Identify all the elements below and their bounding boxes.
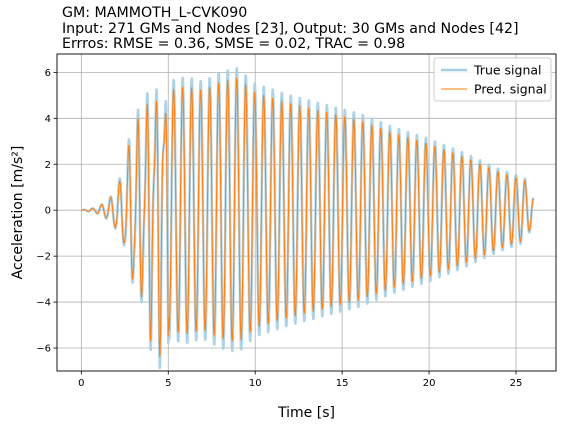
y-tick-label: 0 [45, 206, 51, 217]
chart-title: GM: MAMMOTH_L-CVK090 Input: 271 GMs and … [62, 5, 562, 53]
x-tick-label: 5 [165, 378, 171, 389]
series-pred-signal [81, 77, 534, 358]
x-tick-label: 25 [510, 378, 523, 389]
x-tick-label: 15 [336, 378, 349, 389]
title-line-gm: GM: MAMMOTH_L-CVK090 [62, 5, 248, 21]
y-tick-label: −2 [36, 252, 51, 263]
y-axis-label: Acceleration [m/s²] [10, 146, 26, 280]
legend: True signal Pred. signal [433, 57, 552, 102]
y-tick-label: −4 [36, 298, 51, 309]
y-tick-label: 6 [45, 68, 51, 79]
y-tick-label: 2 [45, 160, 51, 171]
x-tick-label: 20 [423, 378, 436, 389]
x-tick-label: 10 [249, 378, 262, 389]
legend-label-true-signal: True signal [473, 63, 542, 78]
series-layer [80, 66, 535, 370]
legend-label-pred-signal: Pred. signal [474, 82, 547, 97]
x-tick-label: 0 [78, 378, 84, 389]
ticks: 0 5 10 15 20 25 −6 −4 −2 0 2 4 6 [36, 68, 522, 389]
plot-frame [56, 53, 557, 372]
y-tick-label: 4 [45, 114, 51, 125]
title-line-input-output: Input: 271 GMs and Nodes [23], Output: 3… [62, 20, 519, 37]
y-tick-label: −6 [36, 344, 51, 355]
title-line-errors: Errros: RMSE = 0.36, SMSE = 0.02, TRAC =… [62, 36, 406, 52]
x-axis-label: Time [s] [277, 405, 335, 421]
